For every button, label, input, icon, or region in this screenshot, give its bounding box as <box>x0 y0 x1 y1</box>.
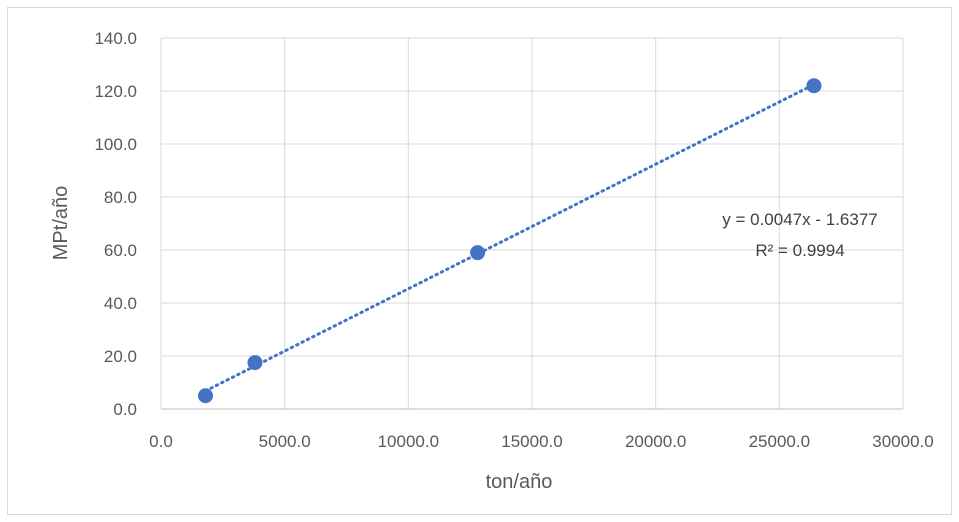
x-tick-label: 20000.0 <box>625 432 686 451</box>
x-tick-label: 15000.0 <box>501 432 562 451</box>
y-tick-label: 140.0 <box>94 29 137 48</box>
gridlines <box>161 37 904 409</box>
data-point <box>198 388 214 404</box>
y-tick-label: 80.0 <box>104 188 137 207</box>
x-axis-title: ton/año <box>486 471 553 493</box>
trendline-equation: y = 0.0047x - 1.6377 <box>722 210 877 229</box>
trendline-group <box>204 83 816 393</box>
x-tick-label: 10000.0 <box>378 432 439 451</box>
y-tick-label: 40.0 <box>104 294 137 313</box>
x-tick-label: 25000.0 <box>749 432 810 451</box>
tick-labels: 0.0 20.0 40.0 60.0 80.0 100.0 120.0 140.0 0.0 500… <box>94 29 933 451</box>
data-point <box>806 78 822 94</box>
trendline <box>204 83 816 393</box>
x-tick-label: 0.0 <box>149 432 173 451</box>
data-point <box>247 355 263 371</box>
y-axis-title: MPt/año <box>50 186 72 260</box>
axes <box>160 38 903 410</box>
y-tick-label: 20.0 <box>104 347 137 366</box>
data-points <box>198 78 822 404</box>
y-tick-label: 0.0 <box>113 400 137 419</box>
y-tick-label: 120.0 <box>94 82 137 101</box>
trendline-r-squared: R² = 0.9994 <box>755 241 844 260</box>
x-tick-label: 30000.0 <box>872 432 933 451</box>
x-tick-label: 5000.0 <box>259 432 311 451</box>
y-tick-label: 60.0 <box>104 241 137 260</box>
y-tick-label: 100.0 <box>94 135 137 154</box>
chart-frame <box>7 7 952 515</box>
data-point <box>470 245 486 261</box>
